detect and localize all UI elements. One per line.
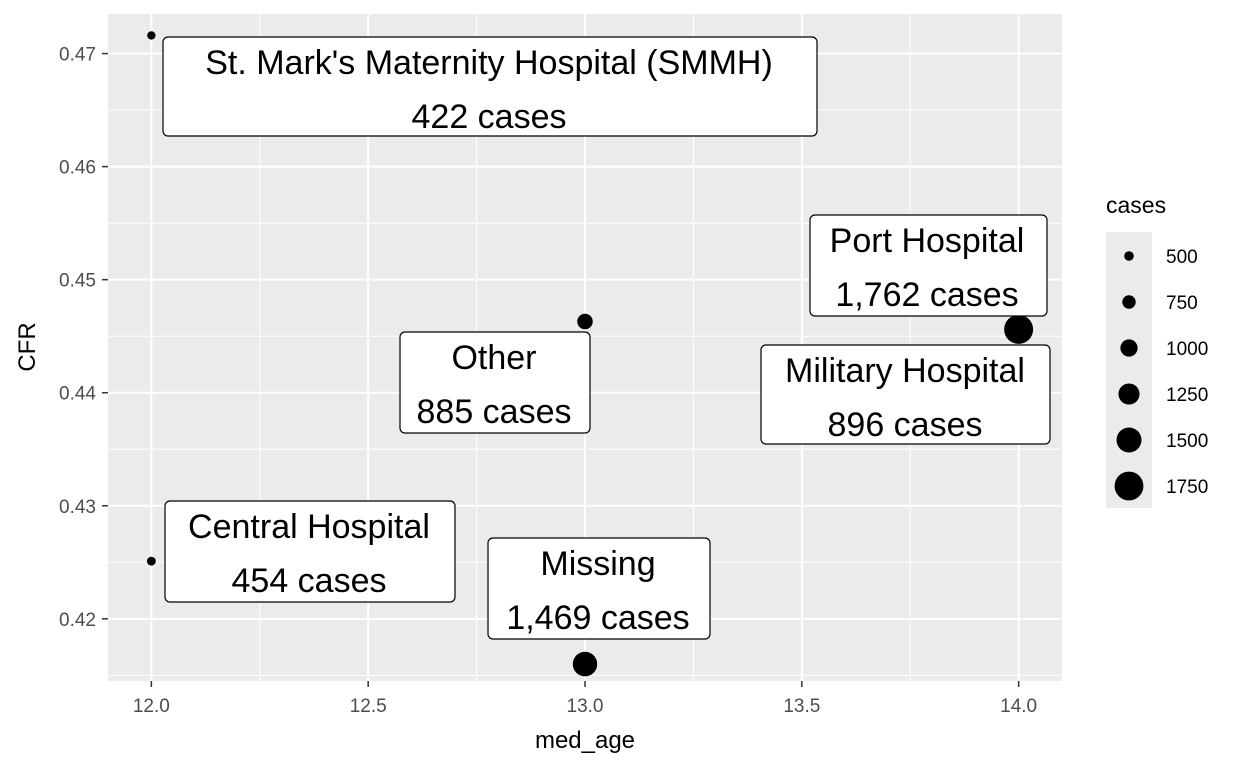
- data-point: [572, 651, 598, 677]
- legend-label: 500: [1166, 247, 1198, 268]
- y-tick-label: 0.44: [59, 384, 96, 405]
- legend-key: [1118, 383, 1140, 405]
- axes: 12.0 12.5 13.0 13.5 14.0 0.42 0.43 0.44 0.45 0.46…: [59, 45, 1037, 717]
- y-tick-label: 0.43: [59, 497, 96, 518]
- label-box: [162, 36, 818, 137]
- legend-label: 1000: [1166, 339, 1208, 360]
- point-label: Missing 1,469 cases: [487, 537, 711, 640]
- legend-key: [1122, 295, 1136, 309]
- y-axis-title: CFR: [14, 322, 41, 371]
- hospital-name: Port Hospital: [830, 222, 1025, 260]
- label-box: [399, 331, 591, 434]
- legend-label: 1250: [1166, 385, 1208, 406]
- x-tick-label: 12.0: [133, 696, 170, 717]
- data-point: [147, 31, 156, 40]
- point-label: St. Mark's Maternity Hospital (SMMH) 422 …: [162, 36, 818, 137]
- hospital-name: Other: [451, 339, 536, 377]
- legend-key: [1114, 471, 1144, 501]
- legend-key: [1124, 251, 1134, 261]
- legend-title: cases: [1106, 192, 1166, 218]
- cases-count: 1,762 cases: [835, 276, 1018, 314]
- label-box: [809, 214, 1048, 317]
- data-point: [577, 313, 593, 330]
- cases-count: 896 cases: [828, 406, 983, 444]
- legend-label: 1750: [1166, 477, 1208, 498]
- hospital-name: Central Hospital: [188, 508, 430, 546]
- data-point: [1010, 324, 1027, 341]
- hospital-name: Military Hospital: [785, 352, 1025, 390]
- data-points: [146, 31, 1034, 677]
- point-labels: St. Mark's Maternity Hospital (SMMH) 422 …: [162, 36, 1051, 640]
- y-tick-label: 0.46: [59, 158, 96, 179]
- y-tick-label: 0.42: [59, 610, 96, 631]
- point-label: Port Hospital 1,762 cases: [809, 214, 1048, 317]
- point-label: Central Hospital 454 cases: [164, 500, 456, 603]
- point-label: Military Hospital 896 cases: [760, 344, 1051, 445]
- x-tick-label: 13.0: [567, 696, 604, 717]
- x-tick-label: 12.5: [350, 696, 387, 717]
- legend: cases 500 750 1000 1250 1500 1750: [1106, 192, 1208, 508]
- x-tick-label: 14.0: [1000, 696, 1037, 717]
- legend-key-background: [1106, 232, 1152, 508]
- label-box: [487, 537, 711, 640]
- hospital-name: Missing: [540, 545, 655, 583]
- y-tick-label: 0.45: [59, 271, 96, 292]
- legend-key: [1116, 427, 1142, 453]
- legend-label: 750: [1166, 293, 1198, 314]
- cases-count: 885 cases: [417, 393, 572, 431]
- cases-count: 422 cases: [412, 98, 567, 136]
- label-box: [164, 500, 456, 603]
- x-axis-title: med_age: [535, 727, 635, 754]
- hospital-name: St. Mark's Maternity Hospital (SMMH): [205, 44, 773, 82]
- x-tick-label: 13.5: [783, 696, 820, 717]
- cases-count: 454 cases: [232, 562, 387, 600]
- legend-label: 1500: [1166, 431, 1208, 452]
- point-label: Other 885 cases: [399, 331, 591, 434]
- label-box: [760, 344, 1051, 445]
- data-point: [146, 556, 156, 566]
- cases-count: 1,469 cases: [506, 599, 689, 637]
- y-tick-label: 0.47: [59, 45, 96, 66]
- legend-key: [1120, 339, 1138, 357]
